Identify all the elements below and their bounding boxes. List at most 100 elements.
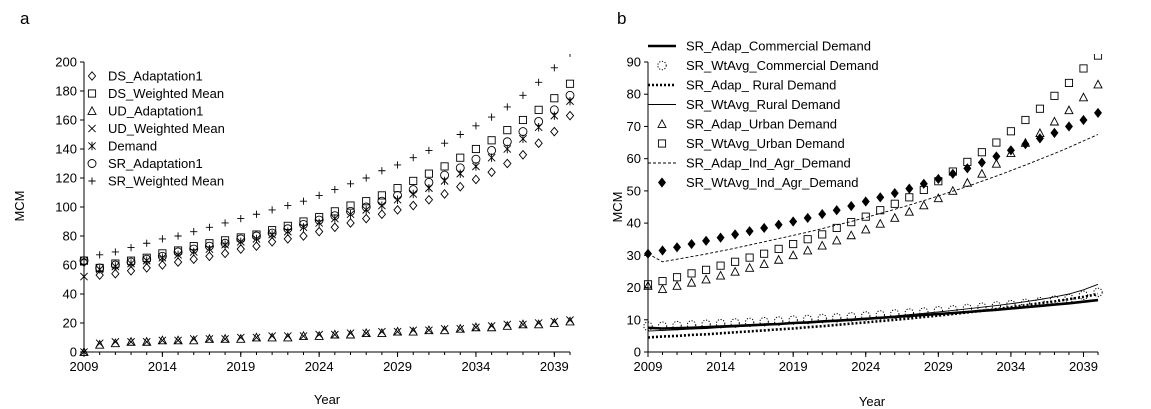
data-point-ud-adaptation1 xyxy=(204,333,215,343)
data-point-sr-wtavg-urban-demand xyxy=(1050,91,1059,100)
data-point-ud-weighted-mean xyxy=(189,335,198,343)
data-point-ds-adaptation1 xyxy=(236,244,245,254)
legend-swatch-demand xyxy=(88,141,96,151)
data-point-ud-adaptation1 xyxy=(141,336,152,346)
data-point-sr-wtavg-urban-demand xyxy=(1079,64,1088,73)
data-point-sr-adap-urban-demand xyxy=(1093,79,1103,89)
data-point-ud-weighted-mean xyxy=(550,317,559,326)
data-point-ud-adaptation1 xyxy=(267,332,277,342)
data-point-sr-adap-urban-demand xyxy=(933,193,944,203)
legend-label-sr-adaptation1: SR_Adaptation1 xyxy=(108,156,203,171)
data-point-sr-wtavg-ind-agr-demand xyxy=(832,205,841,216)
legend-item-sr-wtavg-ind-agr-demand: SR_WtAvg_Ind_Agr_Demand xyxy=(658,175,858,190)
data-point-sr-wtavg-urban-demand xyxy=(992,138,1001,147)
data-point-ds-adaptation1 xyxy=(267,236,277,247)
data-point-sr-weighted-mean xyxy=(440,139,449,147)
data-point-ds-weighted-mean xyxy=(346,201,355,210)
data-point-sr-wtavg-ind-agr-demand xyxy=(702,235,711,246)
legend-item-sr-adap-rural-demand: SR_Adap_ Rural Demand xyxy=(648,78,836,93)
data-point-demand xyxy=(205,244,214,254)
b-x-tick-label: 2039 xyxy=(1069,359,1098,374)
a-x-tick-label: 2019 xyxy=(226,359,255,374)
panel-b-x-axis-title: Year xyxy=(859,394,886,409)
legend-swatch-ds-adaptation1 xyxy=(87,71,97,81)
data-point-ud-weighted-mean xyxy=(283,332,292,340)
data-point-ds-adaptation1 xyxy=(456,181,465,192)
data-point-ud-adaptation1 xyxy=(298,330,309,340)
data-point-sr-adaptation1 xyxy=(204,241,214,251)
legend-item-sr-adap-urban-demand: SR_Adap_Urban Demand xyxy=(657,117,837,132)
data-point-sr-adap-urban-demand xyxy=(904,206,915,216)
data-point-ud-adaptation1 xyxy=(283,332,293,342)
b-x-tick-label: 2029 xyxy=(924,359,953,374)
data-point-sr-wtavg-ind-agr-demand xyxy=(658,245,667,256)
data-point-ud-weighted-mean xyxy=(205,335,214,343)
data-point-ds-weighted-mean xyxy=(409,176,418,185)
data-point-sr-weighted-mean xyxy=(409,154,417,162)
data-point-sr-wtavg-urban-demand xyxy=(1093,54,1103,60)
series-sr-wtavg-ind-agr-demand xyxy=(644,107,1102,259)
data-point-ud-adaptation1 xyxy=(173,335,183,345)
data-point-sr-adaptation1 xyxy=(440,170,450,180)
data-point-sr-weighted-mean xyxy=(205,223,214,231)
data-point-ds-adaptation1 xyxy=(534,138,543,149)
data-point-ud-weighted-mean xyxy=(158,336,167,345)
panel-a-y-axis: 0 20 40 60 80 100 120 140 160 180 200 xyxy=(55,55,85,360)
data-point-ud-adaptation1 xyxy=(126,336,136,346)
data-point-sr-wtavg-commercial-demand xyxy=(1020,298,1031,309)
data-point-sr-adap-urban-demand xyxy=(962,177,973,187)
data-point-demand xyxy=(487,153,496,162)
data-point-sr-adaptation1 xyxy=(126,257,136,267)
data-point-sr-adap-urban-demand xyxy=(744,262,755,272)
b-data-marks xyxy=(643,54,1103,339)
data-point-ud-weighted-mean xyxy=(95,339,104,348)
series-sr-wtavg-rural-demand xyxy=(647,283,1099,332)
b-x-tick-label: 2009 xyxy=(634,359,663,374)
data-point-sr-weighted-mean xyxy=(284,201,292,210)
series-sr-adap-ind-agr-demand xyxy=(647,134,1099,263)
data-point-ud-adaptation1 xyxy=(486,322,497,332)
data-point-ud-adaptation1 xyxy=(502,320,513,330)
series-line-sr-adap-rural-demand xyxy=(647,292,1099,339)
panel-a-x-axis-title: Year xyxy=(314,392,341,407)
data-point-sr-wtavg-urban-demand xyxy=(1006,127,1015,136)
legend-swatch-ud-weighted-mean xyxy=(88,124,96,133)
data-point-ds-weighted-mean xyxy=(518,115,528,125)
data-point-sr-adaptation1 xyxy=(361,202,371,212)
data-point-demand xyxy=(330,214,339,223)
data-point-ud-weighted-mean xyxy=(221,335,230,343)
a-data-marks xyxy=(79,54,575,356)
panel-b-plot-area xyxy=(643,54,1103,339)
legend-label-ds-adaptation1: DS_Adaptation1 xyxy=(108,69,203,84)
data-point-demand xyxy=(346,210,355,219)
series-demand xyxy=(80,96,574,281)
data-point-sr-adap-urban-demand xyxy=(831,235,842,245)
a-y-tick-label: 20 xyxy=(63,316,77,331)
data-point-sr-weighted-mean xyxy=(174,232,182,240)
panel-a-y-axis-title: MCM xyxy=(12,190,27,221)
data-point-sr-adap-urban-demand xyxy=(1064,105,1074,115)
data-point-demand xyxy=(519,134,527,144)
data-point-sr-adap-urban-demand xyxy=(715,270,726,280)
b-y-tick-label: 80 xyxy=(627,87,641,102)
data-point-sr-adaptation1 xyxy=(173,247,183,257)
legend-label-demand: Demand xyxy=(108,139,157,154)
data-point-sr-adap-urban-demand xyxy=(860,224,871,234)
data-point-sr-adap-urban-demand xyxy=(948,185,958,195)
data-point-sr-adaptation1 xyxy=(95,263,105,273)
legend-swatch-ud-adaptation1 xyxy=(87,105,97,115)
legend-item-ds-adaptation1: DS_Adaptation1 xyxy=(87,69,203,84)
data-point-sr-adaptation1 xyxy=(236,234,246,244)
data-point-sr-adaptation1 xyxy=(565,90,575,100)
legend-label-sr-adap-rural-demand: SR_Adap_ Rural Demand xyxy=(686,78,836,93)
legend-label-sr-wtavg-commercial-demand: SR_WtAvg_Commercial Demand xyxy=(686,58,879,73)
data-point-ud-weighted-mean xyxy=(111,337,120,346)
data-point-ud-weighted-mean xyxy=(346,329,355,338)
data-point-sr-wtavg-ind-agr-demand xyxy=(687,238,696,250)
legend-label-sr-adap-commercial-demand: SR_Adap_Commercial Demand xyxy=(686,39,871,54)
data-point-ds-adaptation1 xyxy=(409,200,418,211)
data-point-sr-wtavg-urban-demand xyxy=(803,235,812,244)
data-point-ud-weighted-mean xyxy=(330,330,339,339)
panel-b-legend: SR_Adap_Commercial Demand SR_WtAvg_Commer… xyxy=(648,39,879,190)
series-ud-weighted-mean xyxy=(80,316,574,356)
